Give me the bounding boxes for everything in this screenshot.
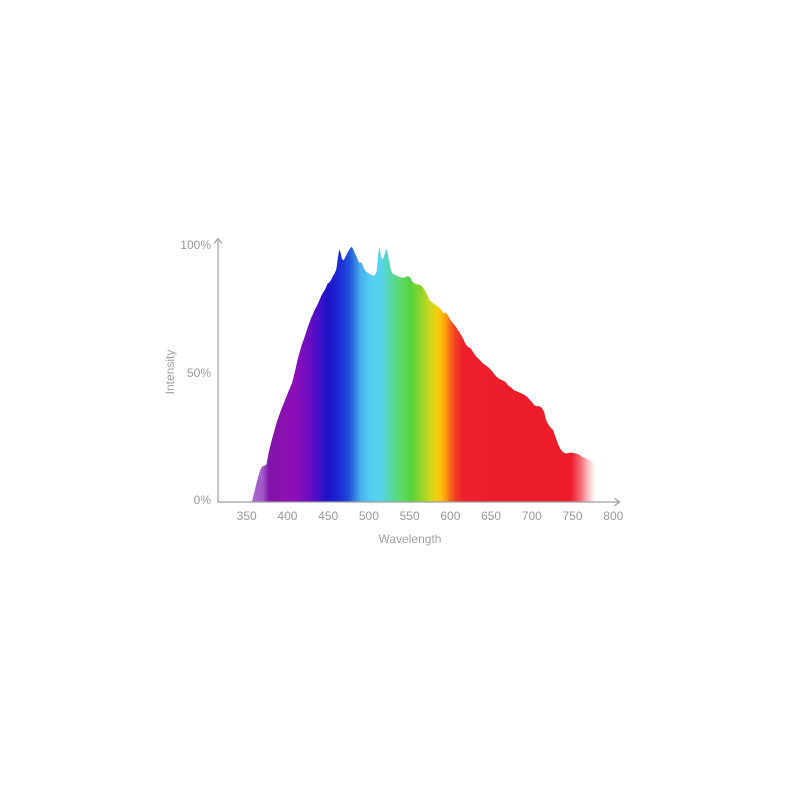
x-axis-arrow-icon [614,497,621,507]
x-tick-label: 400 [277,509,298,523]
x-tick-label: 500 [358,509,379,523]
x-tick-label: 600 [440,509,461,523]
x-tick-label: 350 [236,509,257,523]
y-tick-label: 50% [186,366,211,381]
y-tick-label: 100% [180,238,211,252]
x-tick-label: 800 [603,509,624,523]
x-tick-label: 700 [521,509,542,523]
y-axis-title: Intensity [163,349,177,395]
y-tick-label: 0% [193,493,211,507]
axes [213,237,621,507]
x-tick-label: 450 [318,509,339,523]
y-axis-arrow-icon [213,237,223,244]
x-axis-title: Wavelength [378,532,442,546]
spectrum-area [252,246,596,502]
x-tick-label: 750 [562,509,583,523]
x-tick-label: 550 [399,509,420,523]
x-tick-label: 650 [481,509,502,523]
